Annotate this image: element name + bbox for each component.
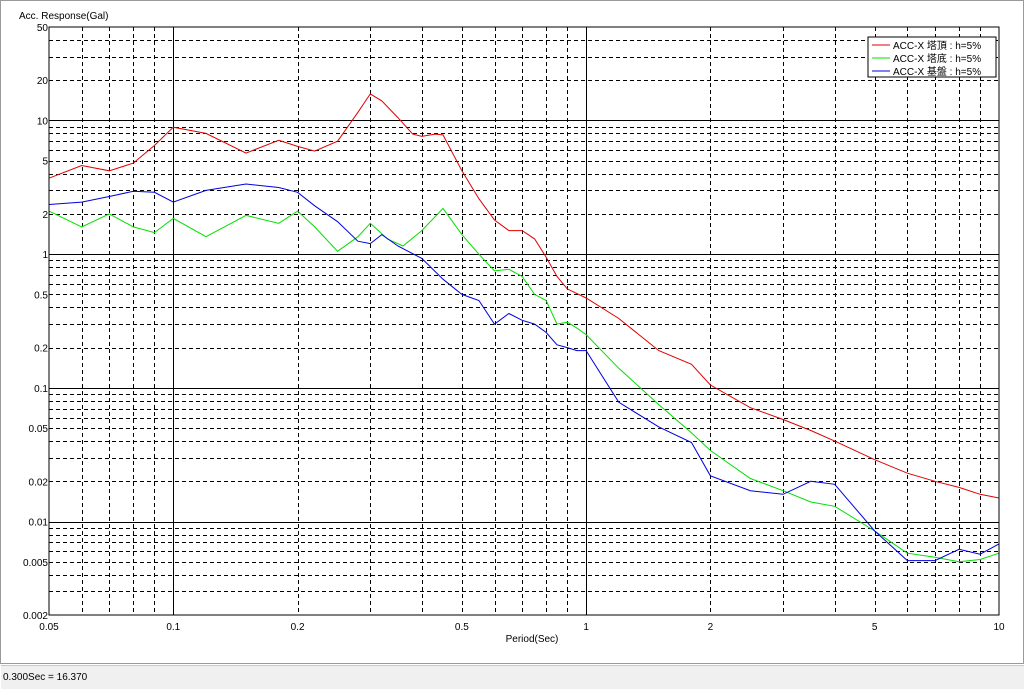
- y-tick-label: 0.002: [23, 611, 48, 622]
- status-readout: 0.300Sec = 16.370: [3, 672, 88, 683]
- legend-entry: ACC-X 塔底 : h=5%: [893, 52, 981, 65]
- y-tick-label: 1: [42, 250, 48, 261]
- series-line-1: [48, 93, 1000, 499]
- y-axis-label: Acc. Response(Gal): [19, 11, 108, 22]
- y-tick-labels: 0.002 0.005 0.01 0.02 0.05 0.1 0.2 0.5 1 2 5 10 20 50: [23, 23, 48, 622]
- y-tick-label: 50: [37, 23, 49, 34]
- y-tick-label: 0.1: [34, 384, 48, 395]
- y-tick-label: 5: [42, 157, 48, 168]
- x-tick-label: 0.5: [455, 622, 469, 633]
- series-lines: [48, 93, 1000, 563]
- x-tick-label: 0.1: [166, 622, 180, 633]
- x-tick-label: 0.2: [291, 622, 305, 633]
- y-tick-label: 20: [37, 76, 49, 87]
- series-line-3: [48, 183, 1000, 562]
- grid: [49, 27, 999, 615]
- response-spectrum-chart: Acc. Response(Gal) 0.05 0.1 0.2 0.5 1 2 5 10 0.…: [19, 11, 1005, 645]
- x-axis-label: Period(Sec): [506, 634, 559, 645]
- status-bar: 0.300Sec = 16.370: [1, 665, 1024, 689]
- legend-box: [867, 36, 997, 78]
- y-tick-label: 2: [42, 210, 48, 221]
- legend: ACC-X 塔頂 : h=5%ACC-X 塔底 : h=5%ACC-X 基盤 :…: [867, 36, 997, 78]
- y-tick-label: 0.05: [29, 424, 49, 435]
- legend-entry: ACC-X 基盤 : h=5%: [893, 65, 981, 78]
- y-tick-label: 0.5: [34, 290, 48, 301]
- y-tick-label: 0.01: [29, 518, 49, 529]
- x-tick-label: 2: [708, 622, 714, 633]
- x-tick-label: 5: [872, 622, 878, 633]
- legend-entry: ACC-X 塔頂 : h=5%: [893, 39, 981, 52]
- plot-frame: [48, 26, 1000, 616]
- y-tick-label: 10: [37, 116, 49, 127]
- x-tick-label: 0.05: [39, 622, 59, 633]
- series-line-2: [48, 207, 1000, 563]
- y-tick-label: 0.005: [23, 558, 48, 569]
- x-tick-label: 10: [993, 622, 1005, 633]
- y-tick-label: 0.02: [29, 477, 49, 488]
- x-tick-labels: 0.05 0.1 0.2 0.5 1 2 5 10: [39, 622, 1005, 633]
- x-tick-label: 1: [583, 622, 589, 633]
- y-tick-label: 0.2: [34, 344, 48, 355]
